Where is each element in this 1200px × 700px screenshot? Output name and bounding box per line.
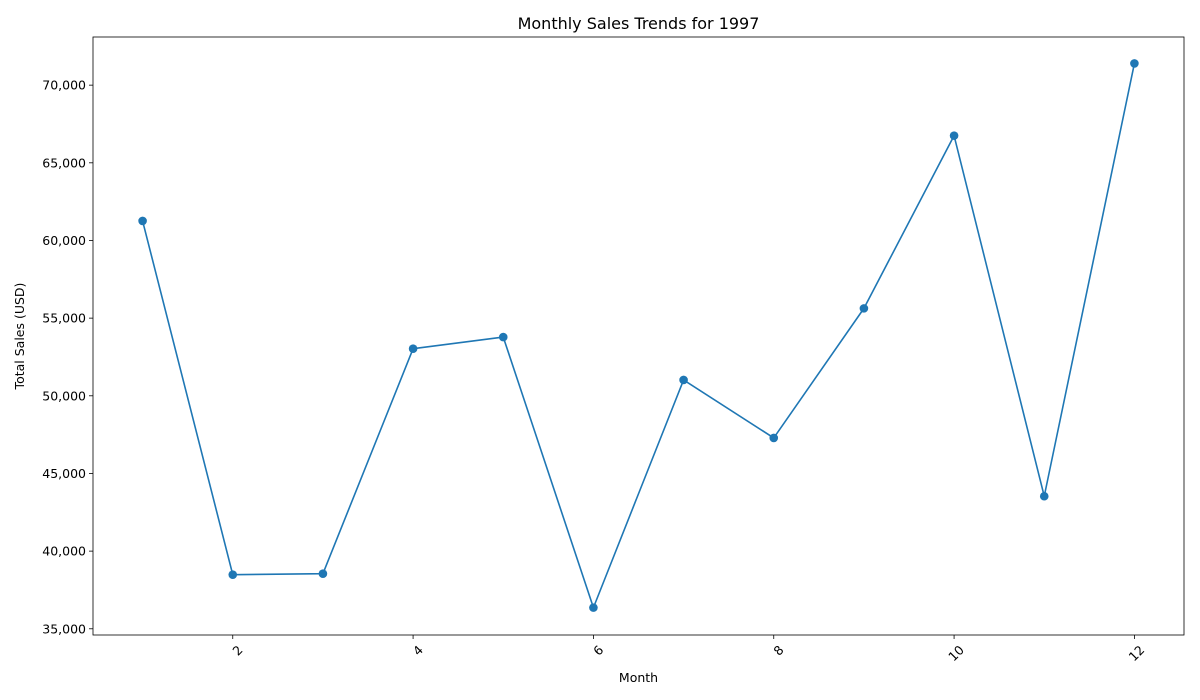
x-tick-label: 2 bbox=[229, 642, 245, 658]
data-point bbox=[408, 344, 418, 354]
x-tick-label: 4 bbox=[410, 642, 426, 658]
data-point bbox=[949, 131, 959, 140]
y-tick-label: 45,000 bbox=[42, 466, 86, 481]
y-tick-label: 50,000 bbox=[42, 388, 86, 403]
data-point bbox=[138, 216, 147, 226]
x-tick-label: 10 bbox=[945, 642, 967, 664]
y-tick-label: 60,000 bbox=[42, 233, 86, 248]
data-point bbox=[318, 569, 328, 578]
data-point bbox=[1130, 59, 1139, 68]
data-point bbox=[859, 304, 869, 313]
y-tick-label: 40,000 bbox=[42, 544, 86, 559]
data-point bbox=[679, 375, 688, 385]
y-tick-label: 55,000 bbox=[42, 311, 86, 326]
chart-title: Monthly Sales Trends for 1997 bbox=[518, 14, 760, 33]
x-tick-label: 8 bbox=[770, 642, 786, 658]
data-point bbox=[228, 570, 238, 579]
y-tick-label: 70,000 bbox=[42, 78, 86, 93]
x-tick-label: 12 bbox=[1125, 642, 1147, 664]
axes-frame bbox=[92, 36, 1185, 636]
data-point bbox=[1039, 491, 1049, 501]
y-tick-label: 35,000 bbox=[42, 621, 86, 636]
sales-series-line bbox=[141, 63, 1136, 609]
x-axis-label: Month bbox=[619, 670, 658, 685]
x-tick-label: 6 bbox=[590, 642, 606, 658]
y-tick-label: 65,000 bbox=[42, 155, 86, 170]
data-point bbox=[498, 332, 508, 342]
data-point bbox=[589, 603, 598, 612]
y-axis-label: Total Sales (USD) bbox=[12, 283, 27, 391]
plot-area: 35,000 40,000 45,000 50,000 55,000 60,000 65,0… bbox=[42, 36, 1185, 664]
data-point bbox=[769, 433, 779, 443]
